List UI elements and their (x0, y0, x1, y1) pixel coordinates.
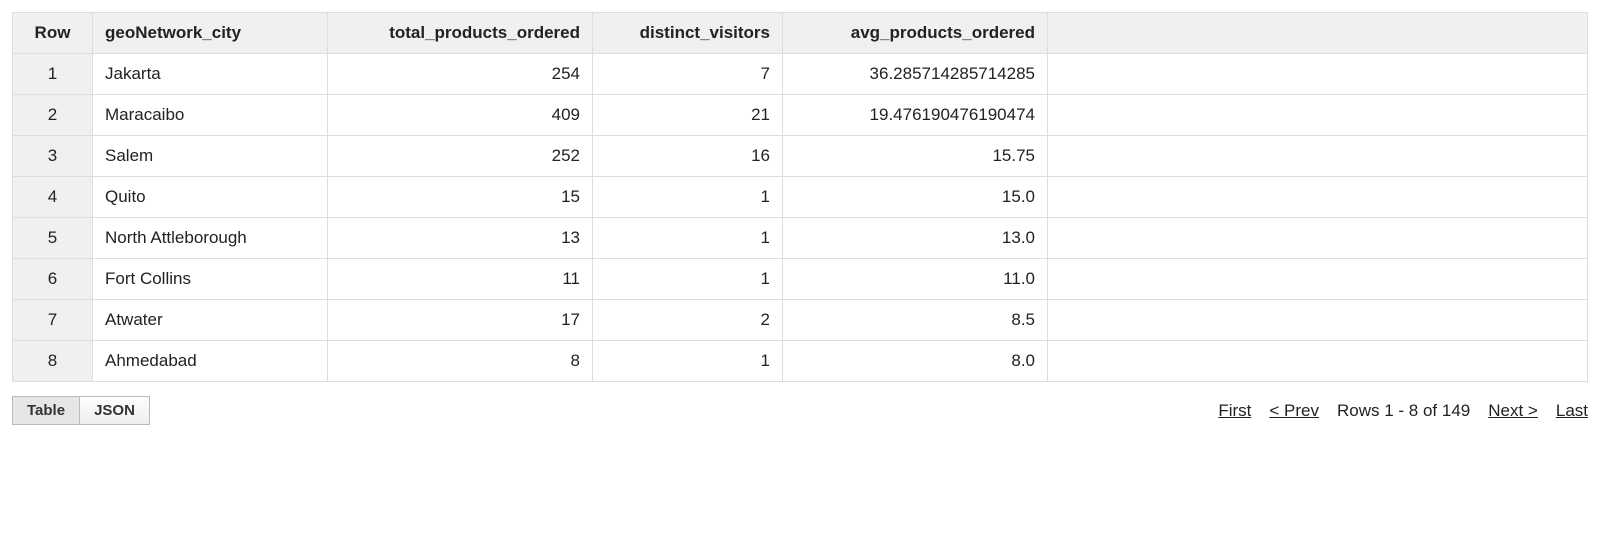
cell-dist: 1 (593, 341, 783, 382)
cell-city: Maracaibo (93, 95, 328, 136)
cell-total: 17 (328, 300, 593, 341)
col-header-row: Row (13, 13, 93, 54)
cell-city: Quito (93, 177, 328, 218)
header-row: Row geoNetwork_city total_products_order… (13, 13, 1588, 54)
cell-row: 2 (13, 95, 93, 136)
pager: First < Prev Rows 1 - 8 of 149 Next > La… (1218, 401, 1588, 421)
cell-city: Ahmedabad (93, 341, 328, 382)
view-json-button[interactable]: JSON (80, 396, 150, 425)
cell-dist: 16 (593, 136, 783, 177)
cell-avg: 11.0 (783, 259, 1048, 300)
cell-avg: 15.75 (783, 136, 1048, 177)
table-row: 8Ahmedabad818.0 (13, 341, 1588, 382)
cell-total: 15 (328, 177, 593, 218)
cell-fill (1048, 177, 1588, 218)
table-row: 2Maracaibo4092119.476190476190474 (13, 95, 1588, 136)
cell-avg: 13.0 (783, 218, 1048, 259)
cell-dist: 21 (593, 95, 783, 136)
pager-prev[interactable]: < Prev (1269, 401, 1319, 421)
cell-row: 3 (13, 136, 93, 177)
cell-avg: 8.0 (783, 341, 1048, 382)
cell-row: 8 (13, 341, 93, 382)
cell-row: 6 (13, 259, 93, 300)
cell-fill (1048, 300, 1588, 341)
cell-total: 8 (328, 341, 593, 382)
cell-fill (1048, 54, 1588, 95)
results-table: Row geoNetwork_city total_products_order… (12, 12, 1588, 382)
cell-city: Salem (93, 136, 328, 177)
table-row: 7Atwater1728.5 (13, 300, 1588, 341)
cell-dist: 2 (593, 300, 783, 341)
col-header-dist: distinct_visitors (593, 13, 783, 54)
results-footer: Table JSON First < Prev Rows 1 - 8 of 14… (12, 396, 1588, 425)
cell-row: 5 (13, 218, 93, 259)
cell-avg: 36.285714285714285 (783, 54, 1048, 95)
cell-avg: 15.0 (783, 177, 1048, 218)
cell-dist: 7 (593, 54, 783, 95)
cell-fill (1048, 341, 1588, 382)
pager-last[interactable]: Last (1556, 401, 1588, 421)
cell-total: 11 (328, 259, 593, 300)
cell-avg: 8.5 (783, 300, 1048, 341)
pager-status: Rows 1 - 8 of 149 (1337, 401, 1470, 421)
table-row: 3Salem2521615.75 (13, 136, 1588, 177)
pager-next[interactable]: Next > (1488, 401, 1538, 421)
col-header-total: total_products_ordered (328, 13, 593, 54)
cell-row: 7 (13, 300, 93, 341)
cell-total: 409 (328, 95, 593, 136)
col-header-avg: avg_products_ordered (783, 13, 1048, 54)
col-header-fill (1048, 13, 1588, 54)
cell-avg: 19.476190476190474 (783, 95, 1048, 136)
table-row: 5North Attleborough13113.0 (13, 218, 1588, 259)
cell-dist: 1 (593, 218, 783, 259)
table-row: 1Jakarta254736.285714285714285 (13, 54, 1588, 95)
cell-city: Jakarta (93, 54, 328, 95)
table-row: 4Quito15115.0 (13, 177, 1588, 218)
cell-city: Atwater (93, 300, 328, 341)
cell-row: 4 (13, 177, 93, 218)
cell-fill (1048, 259, 1588, 300)
view-table-button[interactable]: Table (12, 396, 80, 425)
table-row: 6Fort Collins11111.0 (13, 259, 1588, 300)
pager-first[interactable]: First (1218, 401, 1251, 421)
cell-dist: 1 (593, 177, 783, 218)
view-toggle: Table JSON (12, 396, 150, 425)
col-header-city: geoNetwork_city (93, 13, 328, 54)
cell-row: 1 (13, 54, 93, 95)
cell-city: Fort Collins (93, 259, 328, 300)
cell-dist: 1 (593, 259, 783, 300)
cell-fill (1048, 136, 1588, 177)
cell-fill (1048, 218, 1588, 259)
cell-city: North Attleborough (93, 218, 328, 259)
cell-fill (1048, 95, 1588, 136)
cell-total: 254 (328, 54, 593, 95)
cell-total: 252 (328, 136, 593, 177)
cell-total: 13 (328, 218, 593, 259)
